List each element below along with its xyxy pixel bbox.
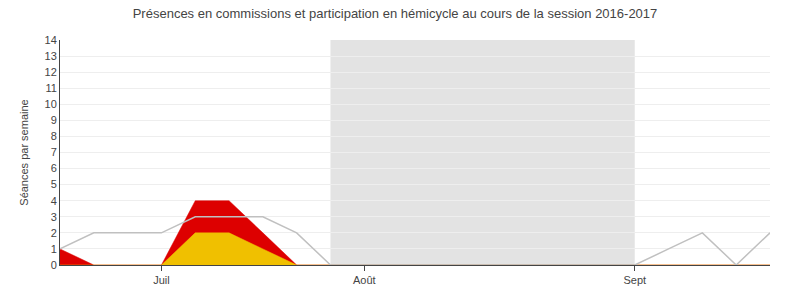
svg-text:8: 8 xyxy=(51,130,57,142)
svg-text:6: 6 xyxy=(51,162,57,174)
svg-text:1: 1 xyxy=(51,243,57,255)
svg-text:5: 5 xyxy=(51,178,57,190)
svg-text:9: 9 xyxy=(51,114,57,126)
svg-text:0: 0 xyxy=(51,259,57,271)
svg-text:3: 3 xyxy=(51,211,57,223)
svg-text:Juil: Juil xyxy=(153,274,170,286)
svg-text:12: 12 xyxy=(45,66,57,78)
svg-text:Août: Août xyxy=(353,274,376,286)
svg-text:10: 10 xyxy=(45,98,57,110)
svg-text:Sept: Sept xyxy=(623,274,646,286)
svg-text:4: 4 xyxy=(51,195,57,207)
svg-text:13: 13 xyxy=(45,50,57,62)
svg-text:11: 11 xyxy=(45,82,56,94)
svg-text:Séances par semaine: Séances par semaine xyxy=(18,99,30,205)
svg-text:7: 7 xyxy=(51,146,57,158)
svg-text:14: 14 xyxy=(45,34,57,46)
svg-text:2: 2 xyxy=(51,227,57,239)
svg-text:Présences en commissions et pa: Présences en commissions et participatio… xyxy=(133,6,658,21)
